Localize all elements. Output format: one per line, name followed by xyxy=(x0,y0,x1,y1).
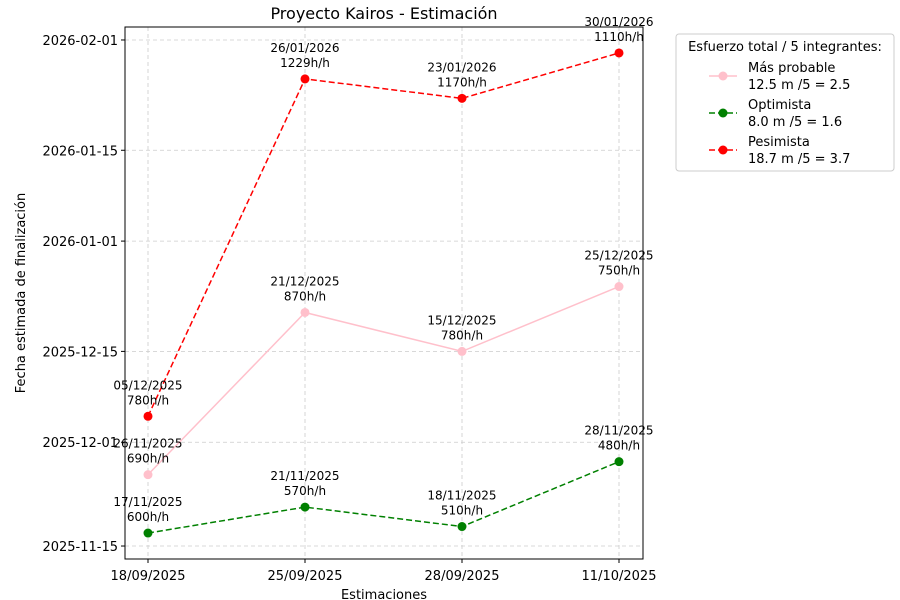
data-label-hours: 690h/h xyxy=(127,452,169,466)
data-label-hours: 870h/h xyxy=(284,289,326,303)
legend-marker xyxy=(718,145,728,155)
legend-title: Esfuerzo total / 5 integrantes: xyxy=(688,40,882,55)
data-label-date: 30/01/2026 xyxy=(584,15,653,29)
plot-frame xyxy=(124,26,644,560)
data-label-date: 21/11/2025 xyxy=(270,469,339,483)
data-label-hours: 1229h/h xyxy=(280,56,330,70)
data-label-hours: 1110h/h xyxy=(594,30,644,44)
legend-entry-name: Pesimista xyxy=(748,135,810,150)
x-axis-label: Estimaciones xyxy=(341,588,427,600)
data-point-optimista xyxy=(457,522,467,532)
data-label-date: 26/01/2026 xyxy=(270,41,339,55)
series-line-pesimista xyxy=(147,52,620,417)
x-tick-label: 11/10/2025 xyxy=(582,569,657,584)
legend-box xyxy=(675,33,895,172)
data-label-date: 21/12/2025 xyxy=(270,274,339,288)
data-label-date: 15/12/2025 xyxy=(427,313,496,327)
chart-title: Proyecto Kairos - Estimación xyxy=(270,4,497,23)
data-label-hours: 570h/h xyxy=(284,484,326,498)
data-point-pesimista xyxy=(143,411,153,421)
legend-marker xyxy=(718,71,728,81)
data-label-date: 17/11/2025 xyxy=(113,495,182,509)
legend-entry-name: Optimista xyxy=(748,98,811,113)
grid xyxy=(125,27,643,559)
data-label-hours: 780h/h xyxy=(441,328,483,342)
axes: 18/09/2025 25/09/2025 28/09/2025 11/10/2025… xyxy=(42,26,657,584)
legend-entry-detail: 12.5 m /5 = 2.5 xyxy=(748,78,850,93)
data-label-date: 25/12/2025 xyxy=(584,249,653,263)
series-line-optimista xyxy=(147,460,620,534)
data-point-optimista xyxy=(614,457,624,467)
legend-entry-detail: 8.0 m /5 = 1.6 xyxy=(748,115,842,130)
data-point-m-s-probable xyxy=(300,307,310,317)
data-label-date: 28/11/2025 xyxy=(584,424,653,438)
data-label-date: 26/11/2025 xyxy=(113,437,182,451)
data-point-m-s-probable xyxy=(143,470,153,480)
legend: Esfuerzo total / 5 integrantes: Más proba… xyxy=(675,33,895,172)
data-point-optimista xyxy=(300,502,310,512)
y-tick-label: 2025-12-15 xyxy=(42,345,118,360)
data-label-hours: 750h/h xyxy=(598,264,640,278)
legend-marker xyxy=(718,108,728,118)
y-tick-label: 2026-01-15 xyxy=(42,144,118,159)
data-point-pesimista xyxy=(457,93,467,103)
data-label-hours: 600h/h xyxy=(127,510,169,524)
data-label-hours: 480h/h xyxy=(598,439,640,453)
y-tick-label: 2026-02-01 xyxy=(42,34,118,49)
data-label-hours: 1170h/h xyxy=(437,75,487,89)
y-tick-label: 2025-12-01 xyxy=(42,436,118,451)
data-label-date: 23/01/2026 xyxy=(427,60,496,74)
legend-entry-detail: 18.7 m /5 = 3.7 xyxy=(748,152,850,167)
data-point-optimista xyxy=(143,528,153,538)
data-point-m-s-probable xyxy=(614,282,624,292)
data-point-pesimista xyxy=(300,74,310,84)
y-tick-label: 2026-01-01 xyxy=(42,235,118,250)
x-tick-label: 28/09/2025 xyxy=(425,569,500,584)
y-axis-label: Fecha estimada de finalización xyxy=(14,193,29,393)
data-label-date: 18/11/2025 xyxy=(427,489,496,503)
series-layer xyxy=(143,48,624,538)
data-label-date: 05/12/2025 xyxy=(113,378,182,392)
x-tick-label: 18/09/2025 xyxy=(111,569,186,584)
data-point-m-s-probable xyxy=(457,346,467,356)
data-point-pesimista xyxy=(614,48,624,58)
data-label-hours: 510h/h xyxy=(441,504,483,518)
legend-entry-name: Más probable xyxy=(748,61,835,76)
data-label-hours: 780h/h xyxy=(127,393,169,407)
x-tick-label: 25/09/2025 xyxy=(268,569,343,584)
y-tick-label: 2025-11-15 xyxy=(42,540,118,555)
series-line-m-s-probable xyxy=(147,285,620,476)
